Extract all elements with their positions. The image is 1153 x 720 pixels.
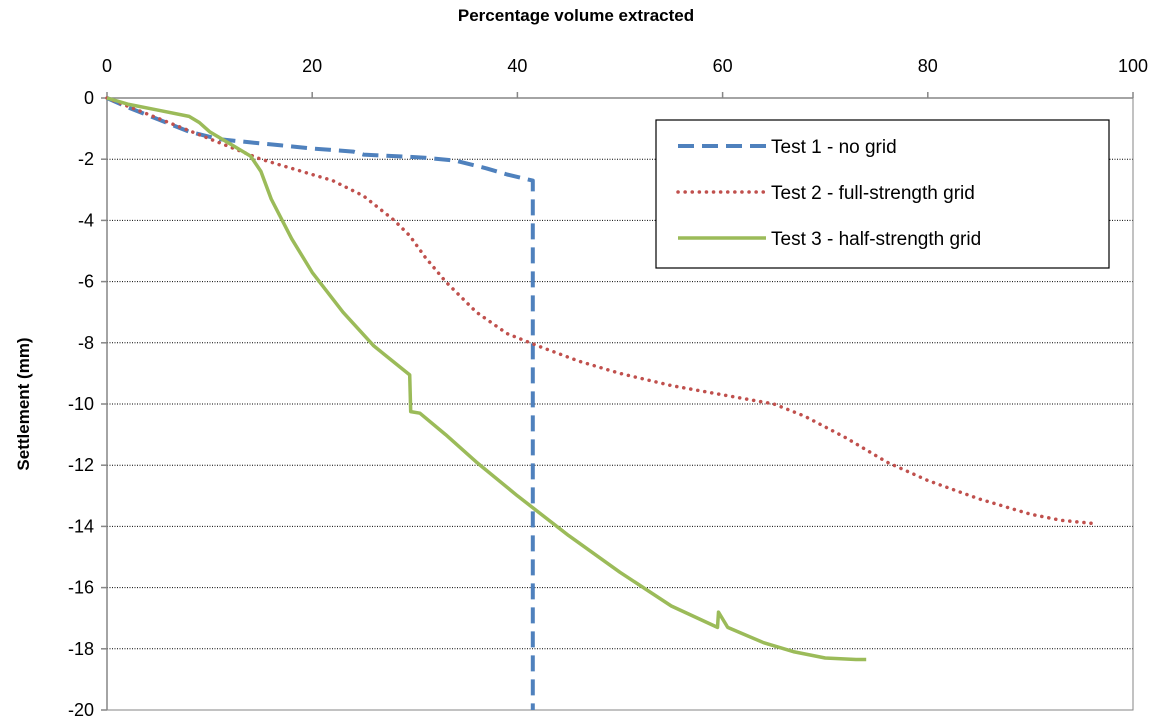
x-tick-label: 80 bbox=[918, 56, 938, 76]
x-axis-title: Percentage volume extracted bbox=[458, 6, 694, 25]
y-tick-label: -2 bbox=[78, 149, 94, 169]
y-tick-label: -20 bbox=[68, 700, 94, 720]
series-line-test-3 bbox=[106, 96, 867, 662]
y-tick-label: 0 bbox=[84, 88, 94, 108]
x-tick-label: 100 bbox=[1118, 56, 1148, 76]
legend-label: Test 1 - no grid bbox=[771, 137, 897, 158]
legend: Test 1 - no grid Test 2 - full-strength g… bbox=[655, 119, 1110, 269]
y-tick-label: -4 bbox=[78, 210, 94, 230]
y-tick-label: -16 bbox=[68, 578, 94, 598]
y-axis-title: Settlement (mm) bbox=[14, 337, 33, 470]
x-tick-label: 60 bbox=[713, 56, 733, 76]
y-tick-label: -8 bbox=[78, 333, 94, 353]
x-tick-label: 0 bbox=[102, 56, 112, 76]
x-tick-label: 40 bbox=[507, 56, 527, 76]
legend-label: Test 2 - full-strength grid bbox=[771, 183, 975, 204]
y-tick-label: -18 bbox=[68, 639, 94, 659]
x-tick-label: 20 bbox=[302, 56, 322, 76]
y-tick-label: -12 bbox=[68, 455, 94, 475]
y-tick-label: -14 bbox=[68, 516, 94, 536]
legend-label: Test 3 - half-strength grid bbox=[771, 229, 981, 250]
y-tick-label: -10 bbox=[68, 394, 94, 414]
y-tick-label: -6 bbox=[78, 272, 94, 292]
series-line-test-1 bbox=[106, 96, 535, 710]
gridlines bbox=[107, 158, 1133, 650]
